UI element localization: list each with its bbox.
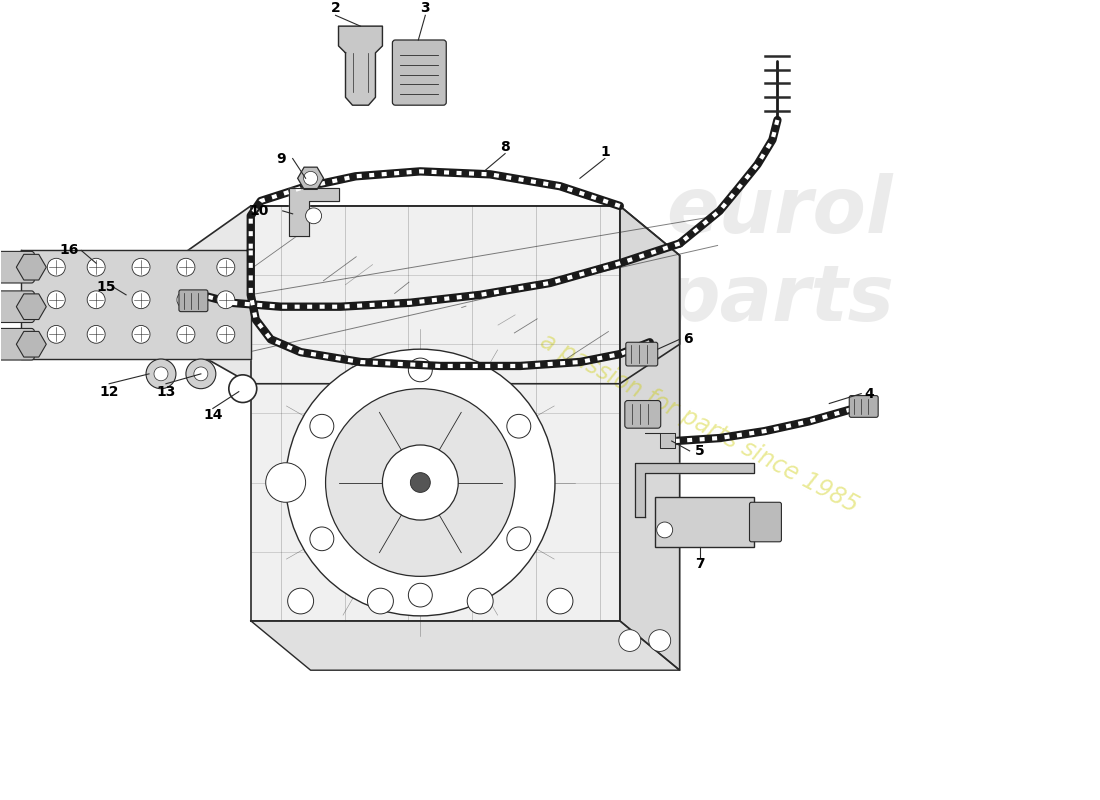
Circle shape xyxy=(507,414,531,438)
FancyBboxPatch shape xyxy=(625,401,661,428)
Circle shape xyxy=(468,588,493,614)
Circle shape xyxy=(87,326,106,343)
Circle shape xyxy=(47,326,65,343)
Text: 6: 6 xyxy=(683,332,693,346)
Circle shape xyxy=(217,291,234,309)
Circle shape xyxy=(132,291,150,309)
Circle shape xyxy=(177,291,195,309)
FancyBboxPatch shape xyxy=(626,342,658,366)
FancyBboxPatch shape xyxy=(849,395,878,418)
Text: 2: 2 xyxy=(331,2,340,15)
Circle shape xyxy=(266,462,306,502)
Circle shape xyxy=(326,389,515,576)
Polygon shape xyxy=(339,26,383,105)
FancyBboxPatch shape xyxy=(179,290,208,312)
Polygon shape xyxy=(16,331,46,357)
Circle shape xyxy=(310,527,333,550)
Circle shape xyxy=(47,258,65,276)
Polygon shape xyxy=(180,206,680,384)
FancyBboxPatch shape xyxy=(0,251,34,283)
Circle shape xyxy=(177,258,195,276)
Text: 9: 9 xyxy=(276,151,286,166)
Circle shape xyxy=(217,326,234,343)
Circle shape xyxy=(47,291,65,309)
Polygon shape xyxy=(619,206,680,670)
Circle shape xyxy=(288,588,313,614)
Text: 10: 10 xyxy=(250,204,268,218)
Circle shape xyxy=(154,367,168,381)
Circle shape xyxy=(87,258,106,276)
Polygon shape xyxy=(251,206,619,621)
Text: 16: 16 xyxy=(59,243,79,258)
Circle shape xyxy=(657,522,673,538)
Polygon shape xyxy=(16,254,46,280)
Text: 14: 14 xyxy=(204,408,222,422)
Circle shape xyxy=(186,359,216,389)
Circle shape xyxy=(194,367,208,381)
FancyBboxPatch shape xyxy=(654,498,755,546)
Circle shape xyxy=(146,359,176,389)
Text: 7: 7 xyxy=(695,557,704,570)
Circle shape xyxy=(649,630,671,651)
Circle shape xyxy=(304,171,318,186)
FancyBboxPatch shape xyxy=(393,40,447,105)
Circle shape xyxy=(410,473,430,492)
Circle shape xyxy=(286,349,556,616)
FancyBboxPatch shape xyxy=(749,502,781,542)
Circle shape xyxy=(619,630,641,651)
Circle shape xyxy=(383,445,459,520)
FancyBboxPatch shape xyxy=(0,291,34,322)
Circle shape xyxy=(408,358,432,382)
Polygon shape xyxy=(635,462,755,517)
Text: 13: 13 xyxy=(156,385,176,398)
Polygon shape xyxy=(16,294,46,319)
Text: 8: 8 xyxy=(500,140,510,154)
Polygon shape xyxy=(645,433,674,448)
Text: 3: 3 xyxy=(420,2,430,15)
Polygon shape xyxy=(298,167,323,190)
Circle shape xyxy=(229,375,256,402)
Text: 1: 1 xyxy=(600,145,609,158)
Polygon shape xyxy=(288,188,339,235)
Circle shape xyxy=(177,326,195,343)
Circle shape xyxy=(306,208,321,224)
Circle shape xyxy=(87,291,106,309)
Circle shape xyxy=(507,527,531,550)
Circle shape xyxy=(310,414,333,438)
Polygon shape xyxy=(21,250,251,359)
Circle shape xyxy=(132,326,150,343)
Circle shape xyxy=(217,258,234,276)
Circle shape xyxy=(132,258,150,276)
Text: a passion for parts since 1985: a passion for parts since 1985 xyxy=(537,329,862,518)
Circle shape xyxy=(547,588,573,614)
Text: eurol
parts: eurol parts xyxy=(664,174,894,338)
Text: 5: 5 xyxy=(695,444,704,458)
Text: 12: 12 xyxy=(99,385,119,398)
FancyBboxPatch shape xyxy=(0,329,34,360)
Circle shape xyxy=(367,588,394,614)
Polygon shape xyxy=(251,621,680,670)
Text: 15: 15 xyxy=(97,280,116,294)
Circle shape xyxy=(408,583,432,607)
Text: 4: 4 xyxy=(865,386,874,401)
